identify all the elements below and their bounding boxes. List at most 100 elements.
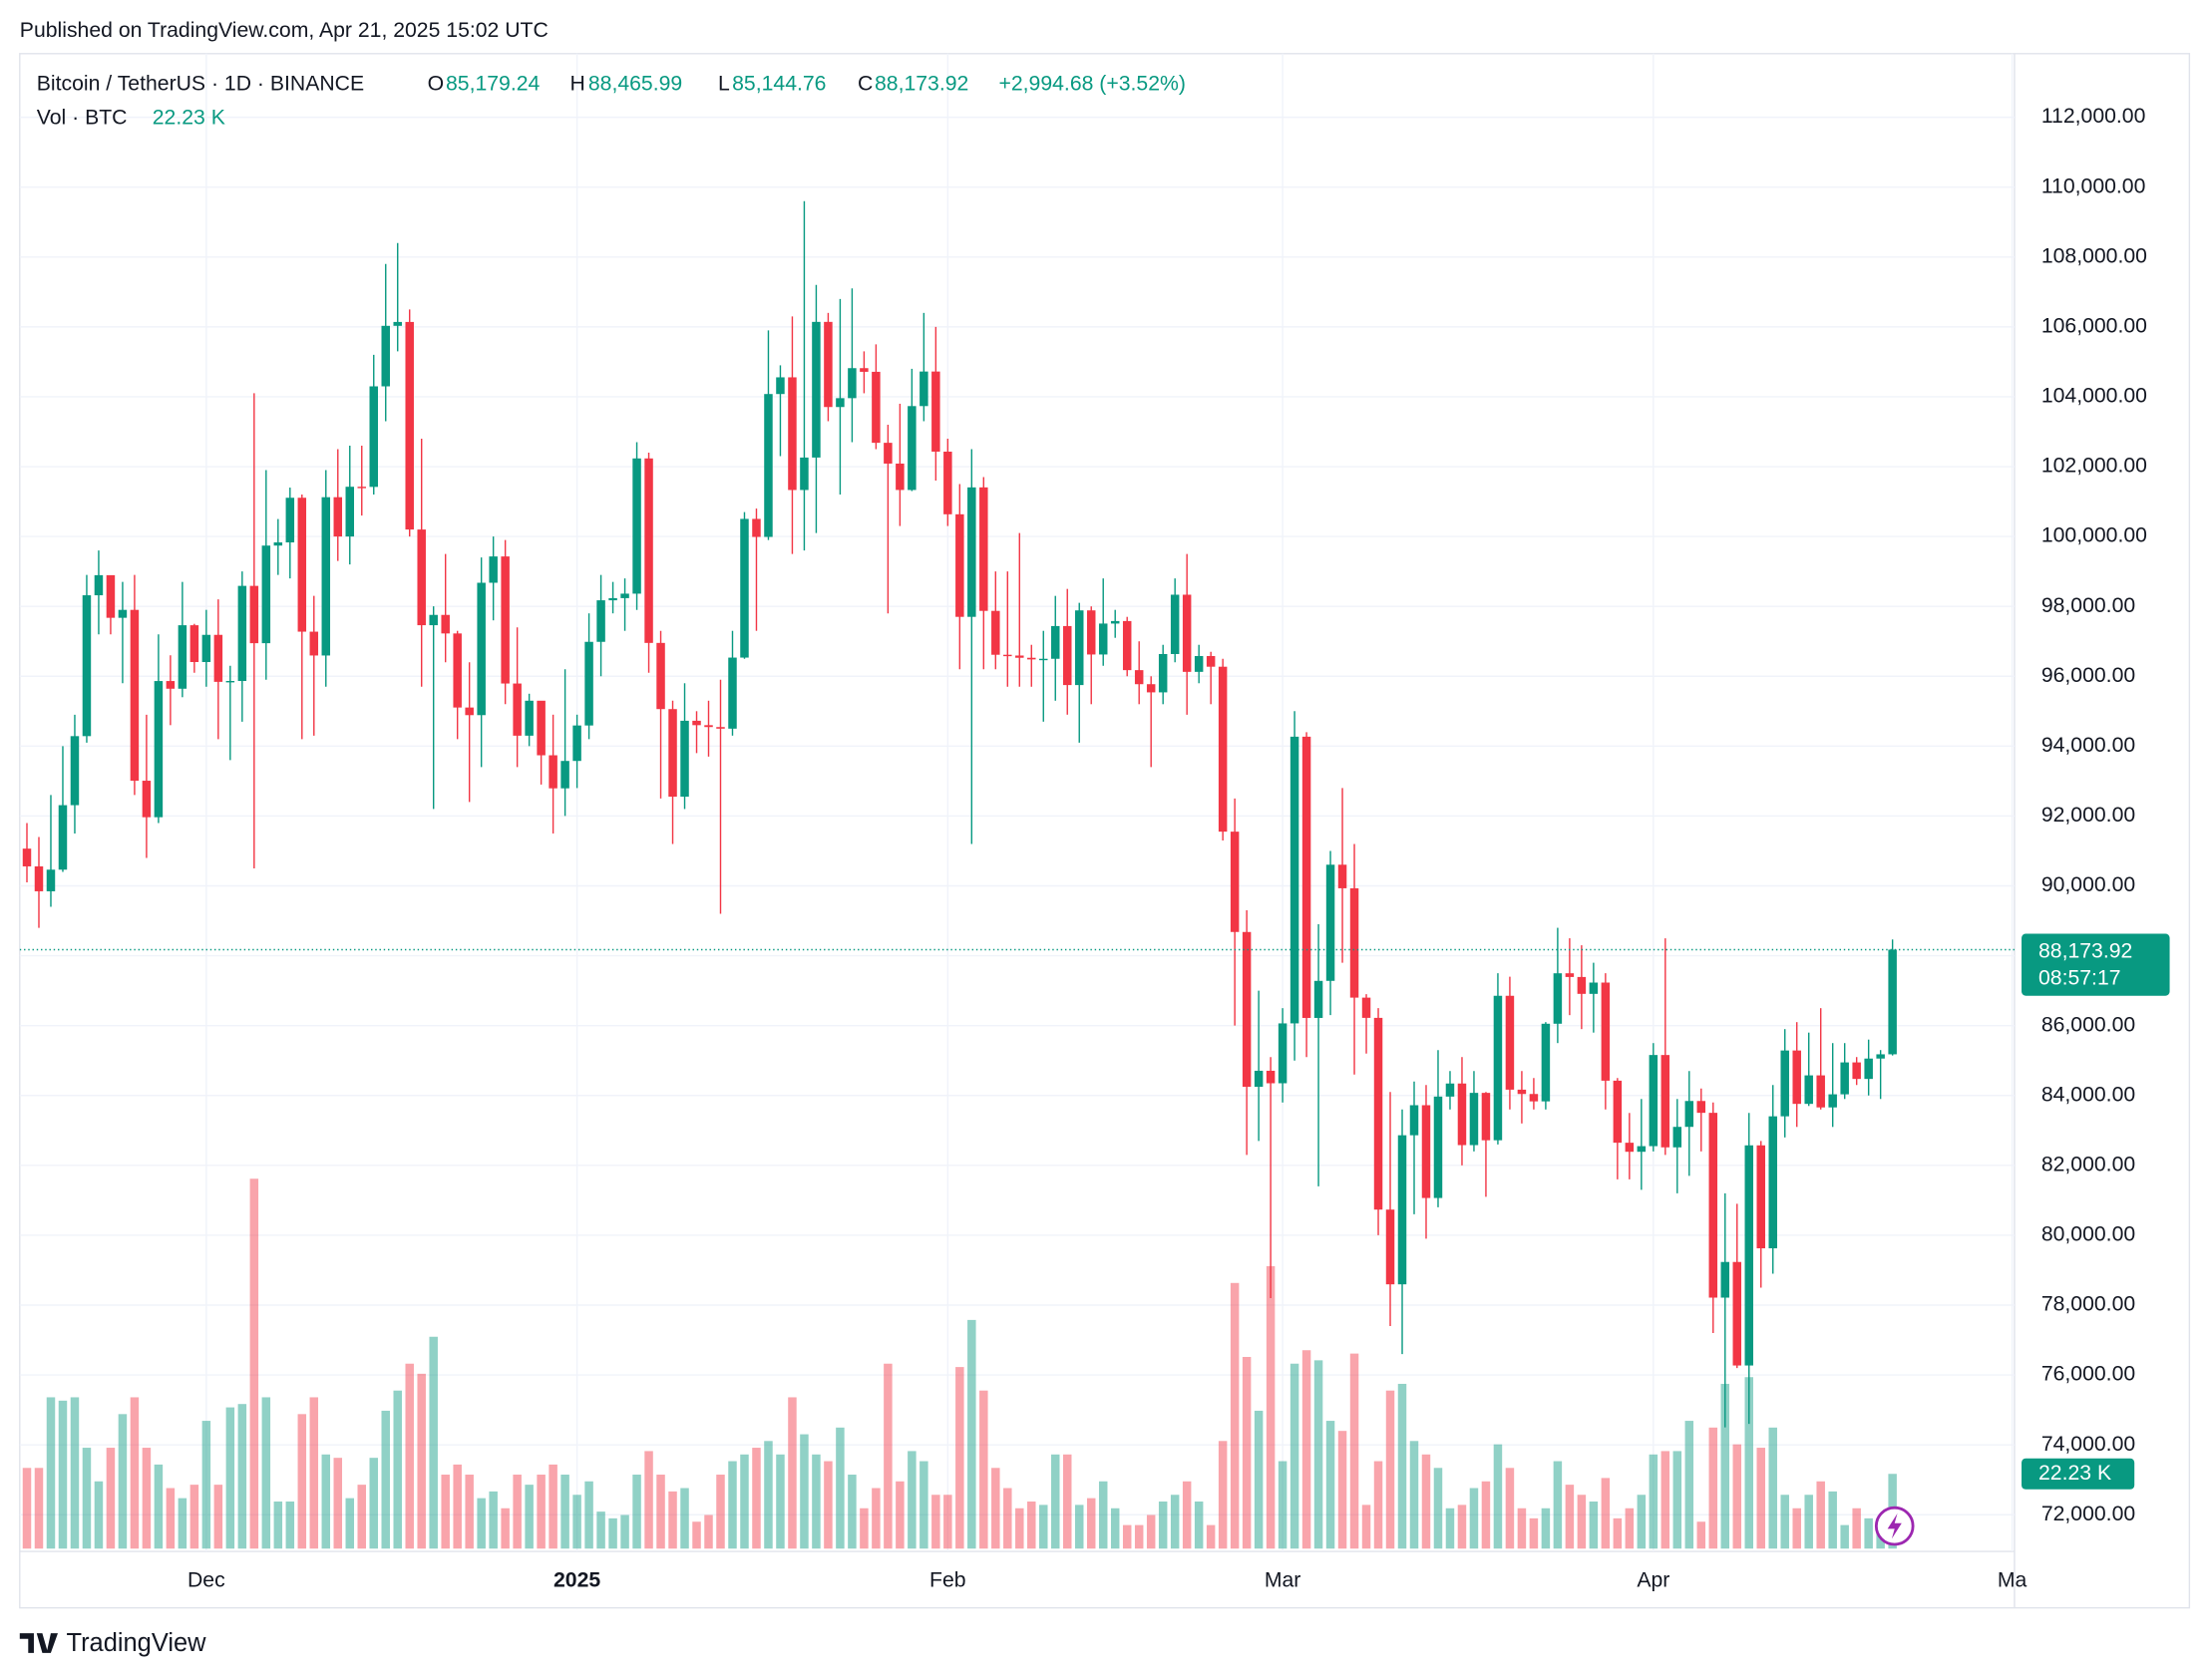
volume-bar [1864, 1517, 1873, 1549]
volume-bar [1684, 1421, 1694, 1549]
candle-body [70, 736, 80, 806]
volume-bar [644, 1451, 653, 1549]
candle-body [764, 394, 773, 537]
candle-body [920, 371, 928, 407]
volume-bar [1325, 1421, 1335, 1549]
volume-bar [1254, 1410, 1264, 1549]
volume-bar [441, 1475, 450, 1549]
volume-bar [1445, 1508, 1455, 1549]
close-value: 88,173.92 [875, 73, 968, 96]
candle-body [118, 609, 128, 618]
y-tick-label: 100,000.00 [2041, 524, 2147, 547]
volume-title: Vol · BTC [37, 106, 128, 129]
y-tick-label: 104,000.00 [2041, 385, 2147, 408]
volume-bar [1637, 1495, 1647, 1549]
y-tick-label: 72,000.00 [2041, 1503, 2135, 1525]
volume-bar [1565, 1485, 1575, 1549]
volume-bar [1660, 1451, 1670, 1549]
volume-bar [1792, 1508, 1801, 1549]
candle-body [1852, 1062, 1861, 1080]
chart-frame [19, 53, 2191, 1609]
candle-body [1098, 623, 1108, 655]
volume-bar [1373, 1461, 1383, 1549]
low-value: 85,144.76 [732, 73, 826, 96]
candle-body [1684, 1101, 1694, 1128]
volume-bar [692, 1521, 701, 1549]
volume-tag: 22.23 K [2038, 1462, 2111, 1485]
volume-bar [130, 1397, 140, 1549]
candle-body [1505, 995, 1515, 1090]
alert-icon[interactable] [1874, 1506, 1915, 1546]
candle-body [1840, 1062, 1849, 1095]
y-tick-label: 76,000.00 [2041, 1363, 2135, 1386]
candle-body [1170, 594, 1180, 654]
candle-body [1433, 1096, 1443, 1198]
candle-body [1278, 1023, 1288, 1084]
volume-bar [680, 1488, 689, 1549]
volume-bar [453, 1464, 462, 1549]
candle-body [1541, 1023, 1551, 1102]
volume-bar [1541, 1508, 1551, 1549]
volume-bar [1170, 1495, 1180, 1549]
volume-tag-box [2022, 1458, 2135, 1490]
candle-body [1051, 625, 1060, 659]
volume-bar [393, 1390, 402, 1549]
y-tick-label: 82,000.00 [2041, 1153, 2135, 1175]
candle-body [166, 681, 176, 689]
volume-bar [1074, 1505, 1084, 1549]
candle-body [1409, 1105, 1419, 1136]
volume-bar [728, 1461, 737, 1549]
candle-body [1218, 666, 1228, 833]
price-tag: 88,173.92 [2038, 939, 2132, 962]
volume-bar [178, 1498, 187, 1549]
volume-bar [1206, 1524, 1216, 1549]
alert-bolt[interactable] [1887, 1512, 1902, 1539]
volume-bar [1110, 1508, 1120, 1549]
symbol-title: Bitcoin / TetherUS · 1D · BINANCE [37, 73, 364, 96]
y-tick-label: 80,000.00 [2041, 1223, 2135, 1246]
candle-body [1756, 1145, 1765, 1249]
volume-bar [201, 1421, 211, 1549]
price-tag-box [2022, 933, 2170, 996]
volume-bar [1349, 1353, 1359, 1549]
candle-body [1063, 625, 1072, 686]
candle-body [800, 457, 809, 491]
volume-bar [1744, 1377, 1753, 1549]
candle-body [1816, 1075, 1825, 1108]
candle-body [489, 556, 498, 583]
candle-body [1517, 1089, 1527, 1095]
candle-body [1744, 1145, 1753, 1366]
candle-body [477, 582, 486, 716]
candle-body [656, 642, 665, 710]
candle-body [1039, 658, 1048, 661]
candle-body [82, 595, 92, 737]
high-label: H [569, 73, 584, 96]
volume-bar [154, 1464, 164, 1549]
candle-body [58, 805, 68, 870]
candle-body [309, 631, 319, 656]
candle-body [788, 377, 797, 491]
volume-bar [608, 1517, 617, 1549]
volume-bar [1625, 1508, 1635, 1549]
volume-bar [752, 1448, 761, 1549]
candle-body [1469, 1093, 1479, 1146]
candle-body [333, 497, 343, 537]
volume-bar [1003, 1488, 1012, 1549]
candle-body [728, 657, 737, 729]
candle-body [525, 700, 534, 736]
open-value: 85,179.24 [446, 73, 541, 96]
candle-body [1649, 1055, 1659, 1147]
volume-bar [1469, 1488, 1479, 1549]
volume-bar [967, 1319, 976, 1549]
volume-bar [1720, 1383, 1730, 1549]
volume-bar [369, 1458, 378, 1549]
volume-bar [321, 1454, 331, 1549]
volume-bar [1505, 1468, 1515, 1549]
candle-body [465, 707, 474, 716]
candle-body [369, 386, 378, 488]
candle-body [1385, 1209, 1395, 1285]
candle-body [417, 529, 426, 626]
volume-bar [357, 1485, 367, 1549]
volume-bar [620, 1514, 629, 1549]
